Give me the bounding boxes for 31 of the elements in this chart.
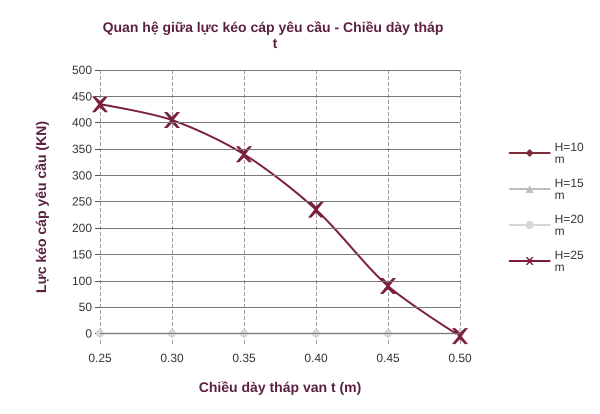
point [308, 202, 324, 218]
y-tick-label: 100 [72, 274, 92, 288]
x-axis-title: Chiều dày tháp van t (m) [198, 379, 362, 395]
x-tick-label: 0.35 [232, 351, 256, 365]
y-tick-label: 500 [72, 63, 92, 77]
y-tick-label: 400 [72, 116, 92, 130]
x-tick-label: 0.25 [88, 351, 112, 365]
y-tick-label: 50 [78, 300, 92, 314]
legend-label: H=10 m [554, 140, 588, 166]
chart-title: Quan hệ giữa lực kéo cáp yêu cầu - Chiều dày tháp t [102, 19, 444, 51]
x-tick-label: 0.40 [304, 351, 328, 365]
y-tick-label: 450 [72, 89, 92, 104]
y-tick-label: 300 [72, 168, 92, 182]
x-tick-label: 0.50 [448, 351, 472, 365]
legend-label: H=15 m [554, 176, 588, 202]
y-tick-label: 150 [72, 247, 92, 262]
point [164, 112, 180, 128]
legend-label: H=20 m [554, 212, 588, 238]
point [236, 146, 252, 162]
y-tick-label: 250 [72, 194, 92, 209]
y-axis-title: Lực kéo cáp yêu cầu (KN) [33, 121, 49, 293]
point [380, 278, 396, 294]
point [452, 328, 468, 344]
point [96, 329, 104, 338]
x-tick-label: 0.45 [376, 351, 400, 365]
y-tick-label: 0 [85, 326, 92, 340]
y-tick-label: 200 [72, 221, 92, 236]
x-tick-label: 0.30 [160, 351, 184, 365]
y-tick-label: 350 [72, 142, 92, 156]
point [92, 96, 108, 112]
legend-label: H=25 m [554, 248, 588, 274]
